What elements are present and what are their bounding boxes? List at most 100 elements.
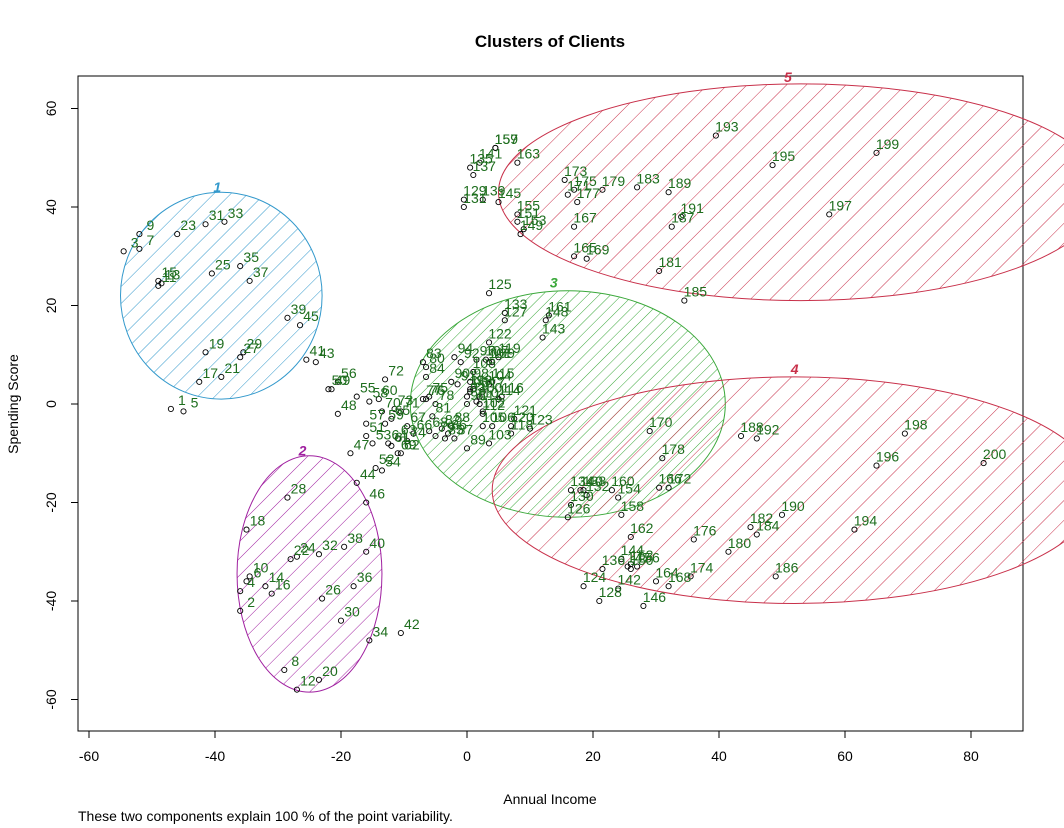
- point-79: [432, 432, 439, 440]
- point-31: [202, 221, 209, 228]
- point-161: [545, 312, 552, 319]
- point-label-197: 197: [829, 197, 853, 213]
- point-label-61: 61: [395, 429, 411, 445]
- point-58: [366, 398, 373, 405]
- point-81: [429, 413, 436, 420]
- point-label-114: 114: [498, 382, 521, 398]
- point-7: [136, 245, 143, 252]
- point-label-28: 28: [291, 481, 307, 497]
- point-91: [454, 381, 461, 388]
- point-label-105: 105: [482, 409, 506, 425]
- point-label-18: 18: [250, 513, 266, 529]
- point-label-11: 11: [162, 269, 177, 285]
- point-35: [237, 263, 244, 270]
- point-170: [646, 428, 653, 435]
- point-label-9: 9: [147, 217, 155, 233]
- point-1: [167, 405, 174, 412]
- point-label-21: 21: [225, 360, 241, 376]
- point-106: [489, 423, 496, 430]
- point-191: [678, 213, 685, 220]
- point-label-108: 108: [473, 355, 497, 371]
- point-30: [337, 617, 345, 624]
- point-90: [448, 378, 455, 385]
- point-134: [567, 487, 575, 494]
- point-127: [501, 317, 508, 324]
- point-122: [485, 339, 493, 346]
- point-label-159: 159: [495, 131, 519, 147]
- point-label-122: 122: [488, 325, 512, 341]
- point-label-125: 125: [488, 276, 512, 292]
- cluster-1-ellipse: [120, 191, 323, 400]
- point-45: [296, 322, 304, 329]
- point-label-146: 146: [643, 589, 667, 605]
- point-34: [366, 637, 373, 644]
- point-label-81: 81: [436, 399, 452, 415]
- point-51: [363, 432, 370, 440]
- point-labels-layer: 1357910462812131114151617181920212223242…: [131, 119, 1007, 689]
- point-89: [463, 445, 471, 452]
- point-label-26: 26: [325, 582, 341, 598]
- point-label-80: 80: [429, 350, 445, 366]
- point-36: [350, 583, 357, 590]
- point-57: [363, 420, 370, 427]
- point-172: [665, 484, 672, 491]
- point-label-84: 84: [429, 360, 445, 376]
- point-label-131: 131: [463, 190, 487, 206]
- cluster-5-ellipse: [498, 83, 1064, 302]
- point-label-113: 113: [470, 372, 493, 388]
- point-125: [485, 290, 493, 297]
- point-190: [778, 511, 786, 518]
- x-tick-label-80: 80: [963, 748, 979, 764]
- point-100: [476, 393, 483, 400]
- point-label-168: 168: [668, 569, 692, 585]
- point-24: [293, 553, 300, 560]
- point-label-63: 63: [401, 421, 417, 437]
- point-label-52: 52: [379, 451, 395, 467]
- point-189: [665, 189, 672, 196]
- point-label-98: 98: [473, 365, 489, 381]
- point-178: [659, 455, 666, 462]
- point-label-130: 130: [570, 488, 594, 504]
- point-label-99: 99: [477, 372, 493, 388]
- point-label-157: 157: [495, 131, 519, 147]
- point-111: [476, 400, 483, 408]
- y-tick-label--40: -40: [43, 591, 59, 611]
- point-label-119: 119: [498, 340, 521, 356]
- point-146: [640, 602, 647, 609]
- point-181: [656, 267, 663, 275]
- y-tick-label--20: -20: [43, 492, 59, 512]
- point-label-151: 151: [517, 205, 541, 221]
- x-axis-title: Annual Income: [503, 791, 597, 807]
- point-label-16: 16: [275, 577, 291, 593]
- point-label-7: 7: [147, 232, 155, 248]
- point-label-166: 166: [658, 471, 682, 487]
- point-label-51: 51: [369, 419, 385, 435]
- point-113: [467, 386, 474, 393]
- point-164: [652, 578, 660, 585]
- point-16: [268, 590, 275, 597]
- point-18: [243, 526, 250, 533]
- point-label-64: 64: [391, 426, 407, 442]
- point-label-87: 87: [458, 421, 474, 437]
- point-label-142: 142: [618, 572, 642, 588]
- point-196: [873, 462, 880, 469]
- point-label-179: 179: [602, 173, 626, 189]
- x-axis: -60 -40 -20 0 20 40 60 80: [79, 730, 979, 764]
- point-label-169: 169: [586, 242, 610, 258]
- point-69: [394, 450, 401, 457]
- point-199: [873, 149, 880, 156]
- point-83: [419, 359, 426, 366]
- point-137: [470, 171, 477, 179]
- point-93: [463, 393, 471, 400]
- point-label-55: 55: [360, 380, 376, 396]
- point-label-71: 71: [404, 394, 420, 410]
- point-label-148: 148: [545, 303, 569, 319]
- point-label-58: 58: [373, 385, 389, 401]
- point-41: [303, 356, 310, 363]
- point-109: [489, 359, 496, 366]
- point-162: [627, 533, 634, 541]
- point-55: [353, 393, 360, 400]
- point-label-117: 117: [483, 375, 506, 391]
- point-116: [498, 393, 505, 400]
